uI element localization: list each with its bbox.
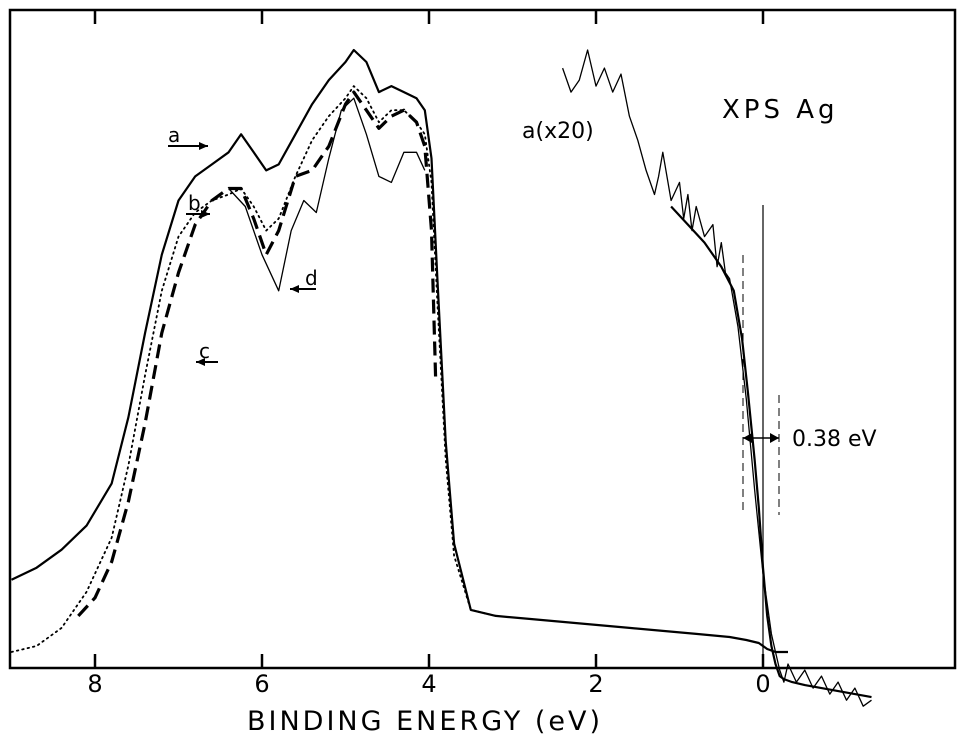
label-b: b: [188, 191, 201, 215]
label-b-arrow-head: [201, 210, 210, 218]
series-a: [11, 48, 788, 654]
series-b: [10, 85, 497, 653]
width-arrow-left-head: [743, 433, 752, 443]
label-d: d: [305, 266, 318, 290]
x-tick-label-6: 6: [254, 670, 269, 698]
annotation-marks: [168, 142, 780, 668]
x-tick-label-2: 2: [588, 670, 603, 698]
label-a-arrow-head: [199, 142, 208, 150]
chart-title: XPS Ag: [722, 95, 839, 125]
label-a-x20: a(x20): [522, 119, 594, 144]
series-a-x20-: [561, 49, 872, 707]
x-axis-title: BINDING ENERGY (eV): [247, 706, 603, 737]
label-width: 0.38 eV: [792, 427, 877, 452]
series-c: [77, 90, 438, 617]
label-d-arrow-head: [290, 285, 299, 293]
x-tick-label-8: 8: [87, 670, 102, 698]
label-c-arrow-head: [196, 358, 205, 366]
plot-border: [8, 8, 957, 670]
label-a: a: [168, 123, 180, 147]
series-d: [228, 97, 426, 292]
x-tick-label-0: 0: [755, 670, 770, 698]
series-fit: [670, 205, 872, 699]
width-arrow-right-head: [770, 433, 779, 443]
x-tick-label-4: 4: [421, 670, 436, 698]
label-c: c: [199, 339, 210, 363]
spectrum-curves: [10, 48, 872, 707]
